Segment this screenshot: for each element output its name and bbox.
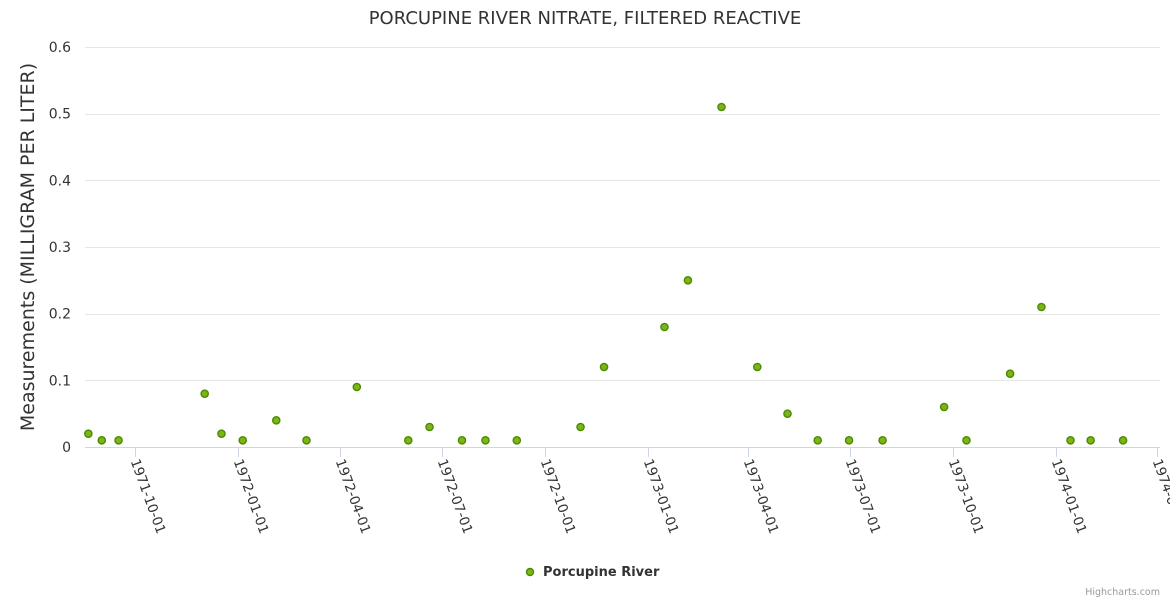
data-point[interactable] <box>813 436 823 445</box>
chart-title: PORCUPINE RIVER NITRATE, FILTERED REACTI… <box>369 8 802 29</box>
data-point[interactable] <box>1086 436 1095 445</box>
data-point[interactable] <box>425 422 434 432</box>
data-point[interactable] <box>457 436 467 445</box>
data-point[interactable] <box>1066 436 1075 445</box>
data-point[interactable] <box>752 362 762 372</box>
data-point[interactable] <box>1005 369 1015 378</box>
y-tick-label: 0.6 <box>49 40 71 56</box>
y-tick-label: 0 <box>62 440 71 456</box>
data-point[interactable] <box>403 436 413 445</box>
data-point[interactable] <box>217 429 226 438</box>
data-point[interactable] <box>878 436 887 445</box>
data-point[interactable] <box>238 436 248 445</box>
credits-link[interactable]: Highcharts.com <box>1085 587 1160 598</box>
data-point[interactable] <box>844 436 854 445</box>
data-point[interactable] <box>576 422 585 432</box>
data-point[interactable] <box>599 362 609 372</box>
data-point[interactable] <box>1037 302 1046 312</box>
data-point[interactable] <box>660 322 669 332</box>
data-point[interactable] <box>271 416 281 425</box>
series-porcupine-river[interactable] <box>84 102 1128 445</box>
y-tick-label: 0.1 <box>49 373 71 389</box>
y-axis-title: Measurements (MILLIGRAM PER LITER) <box>17 63 39 431</box>
data-point[interactable] <box>302 436 311 445</box>
legend-marker <box>525 567 535 577</box>
y-tick-label: 0.2 <box>49 307 71 323</box>
data-point[interactable] <box>717 102 726 112</box>
data-point[interactable] <box>939 402 949 412</box>
data-point[interactable] <box>783 409 792 418</box>
y-axis: 0 0.1 0.2 0.3 0.4 0.5 0.6 <box>49 40 71 456</box>
y-tick-label: 0.3 <box>49 240 71 256</box>
data-point[interactable] <box>84 429 93 438</box>
data-point[interactable] <box>512 436 522 445</box>
data-point[interactable] <box>352 382 362 392</box>
legend-label[interactable]: Porcupine River <box>543 565 660 580</box>
data-point[interactable] <box>481 436 490 445</box>
legend[interactable]: Porcupine River <box>525 565 660 580</box>
gridlines <box>85 47 1160 381</box>
data-point[interactable] <box>683 276 693 285</box>
data-point[interactable] <box>962 436 971 445</box>
data-point[interactable] <box>97 436 107 445</box>
data-point[interactable] <box>200 389 209 398</box>
data-point[interactable] <box>1118 436 1128 445</box>
y-tick-label: 0.4 <box>49 173 71 189</box>
data-point[interactable] <box>114 436 123 445</box>
y-tick-label: 0.5 <box>49 107 71 123</box>
